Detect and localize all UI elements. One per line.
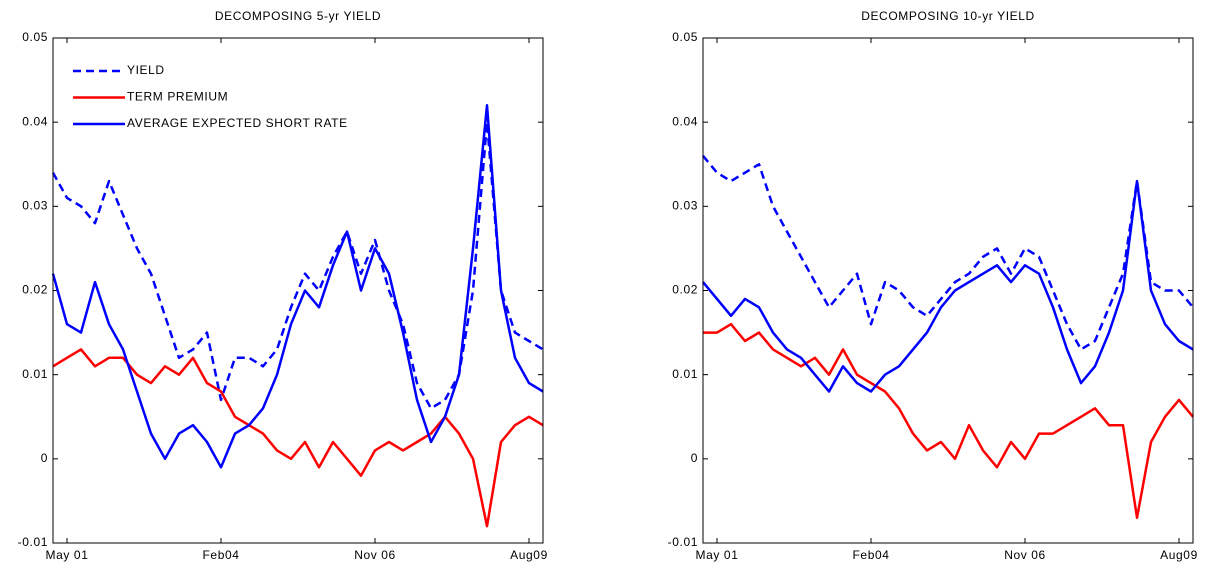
series-line [51, 104, 544, 469]
y-tick-label: 0.05 [672, 30, 698, 44]
plot-frame [702, 37, 1194, 544]
y-tick-label: -0.01 [18, 535, 48, 549]
plot-frame [52, 37, 544, 544]
chart-title: DECOMPOSING 5-yr YIELD [215, 9, 381, 23]
legend-label: TERM PREMIUM [127, 90, 228, 104]
y-tick-label: 0.01 [22, 367, 48, 381]
series-line [52, 348, 544, 528]
y-tick-label: 0.02 [22, 283, 48, 297]
x-tick-label: Nov 06 [1004, 548, 1046, 562]
y-tick-label: 0 [41, 451, 48, 465]
x-tick-label: Feb04 [202, 548, 239, 562]
series-line [702, 155, 1194, 351]
x-tick-label: Aug09 [510, 548, 548, 562]
x-tick-label: Feb04 [852, 548, 889, 562]
series-line [703, 322, 1194, 520]
y-tick-label: 0.04 [22, 114, 48, 128]
y-tick-label: 0.01 [672, 367, 698, 381]
x-tick-label: May 01 [46, 548, 89, 562]
legend-label: AVERAGE EXPECTED SHORT RATE [127, 116, 348, 130]
y-tick-label: 0.02 [672, 283, 698, 297]
y-tick-label: -0.01 [668, 535, 698, 549]
x-tick-label: Nov 06 [354, 548, 396, 562]
series-line [51, 120, 544, 410]
y-tick-label: 0.03 [672, 199, 698, 213]
y-tick-label: 0.03 [22, 199, 48, 213]
y-tick-label: 0 [691, 451, 698, 465]
x-tick-label: Aug09 [1160, 548, 1198, 562]
y-tick-label: 0.05 [22, 30, 48, 44]
legend-label: YIELD [127, 63, 165, 77]
chart-title: DECOMPOSING 10-yr YIELD [861, 9, 1035, 23]
y-tick-label: 0.04 [672, 114, 698, 128]
series-line [702, 179, 1194, 393]
x-tick-label: May 01 [696, 548, 739, 562]
